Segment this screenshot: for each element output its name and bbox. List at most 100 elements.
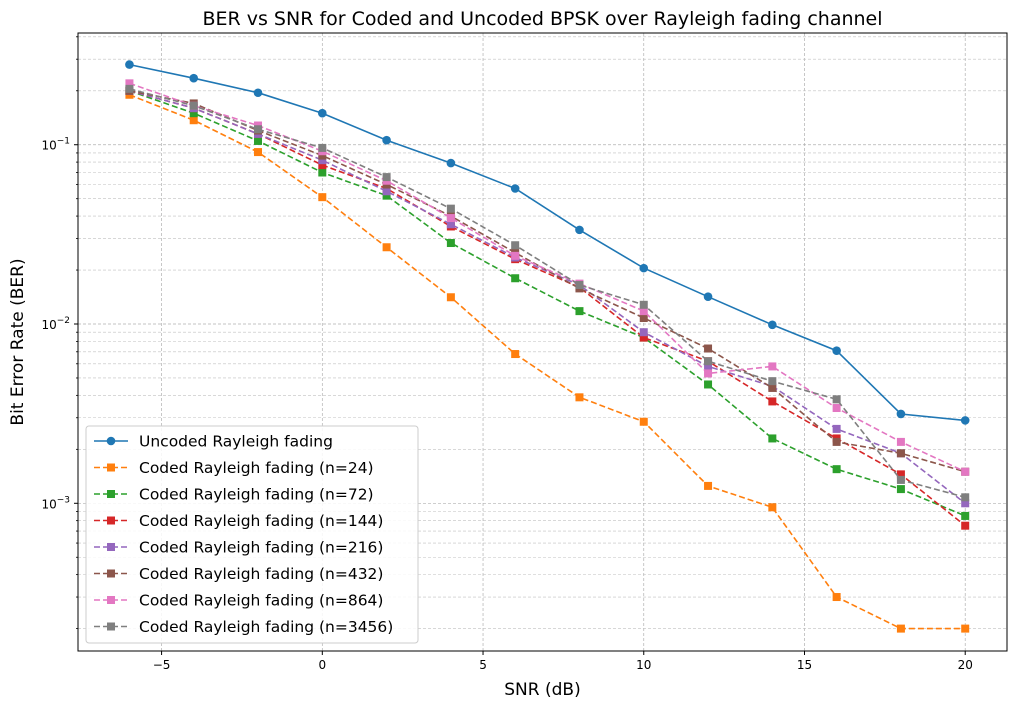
data-point	[896, 449, 905, 458]
data-point	[639, 328, 648, 337]
legend-marker	[107, 622, 115, 631]
legend-label: Coded Rayleigh fading (n=216)	[139, 539, 383, 557]
legend-marker	[107, 596, 115, 604]
y-tick-label: 10−3	[41, 495, 70, 511]
data-point	[382, 187, 391, 196]
data-point	[254, 148, 263, 157]
data-point	[703, 292, 713, 302]
data-point	[254, 125, 263, 134]
x-tick-label: 10	[636, 658, 651, 672]
data-point	[961, 624, 970, 633]
x-tick-label: 15	[797, 658, 812, 672]
legend-box	[85, 425, 419, 644]
legend-item: Coded Rayleigh fading (n=432)	[94, 565, 383, 583]
data-point	[446, 239, 455, 248]
data-point	[318, 108, 327, 118]
legend-marker	[106, 436, 116, 446]
plot-frame	[77, 32, 1008, 652]
series-line	[129, 90, 966, 517]
data-point	[382, 191, 391, 200]
data-point	[896, 470, 905, 479]
series-line	[129, 90, 966, 504]
legend-marker	[107, 516, 115, 525]
legend-item: Uncoded Rayleigh fading	[94, 433, 333, 451]
data-point	[832, 404, 841, 413]
data-point	[511, 350, 520, 359]
data-point	[511, 251, 520, 260]
data-point	[575, 307, 584, 316]
data-point	[446, 204, 455, 213]
data-point	[832, 437, 841, 446]
series-layer	[125, 60, 970, 633]
data-point	[896, 624, 905, 633]
data-point	[768, 377, 777, 386]
data-point	[253, 88, 263, 98]
data-point	[832, 465, 841, 474]
data-point	[704, 357, 713, 366]
series-line	[129, 94, 966, 630]
chart-title: BER vs SNR for Coded and Uncoded BPSK ov…	[202, 8, 882, 30]
y-tick-label: 10−1	[41, 137, 70, 153]
data-point	[768, 397, 777, 406]
data-point	[382, 173, 391, 182]
data-point	[575, 393, 584, 402]
x-tick-label: 0	[318, 658, 326, 672]
series-line	[129, 82, 966, 473]
x-tick-label: −5	[153, 658, 171, 672]
data-point	[189, 101, 198, 110]
legend-label: Coded Rayleigh fading (n=24)	[139, 459, 374, 477]
data-point	[832, 593, 841, 602]
data-point	[832, 346, 841, 355]
data-point	[704, 344, 713, 353]
x-axis-label: SNR (dB)	[504, 680, 580, 700]
data-point	[575, 225, 584, 235]
x-tick-label: 20	[958, 658, 973, 672]
series-7	[125, 84, 970, 502]
data-point	[125, 79, 134, 88]
data-point	[896, 437, 905, 446]
data-point	[832, 424, 841, 433]
series-0	[125, 60, 970, 425]
data-point	[961, 521, 970, 530]
series-line	[129, 63, 966, 422]
data-point	[318, 156, 327, 165]
data-point	[446, 220, 455, 229]
data-point	[639, 333, 648, 342]
legend-label: Coded Rayleigh fading (n=72)	[139, 486, 374, 504]
legend-item: Coded Rayleigh fading (n=24)	[94, 459, 374, 477]
legend-label: Coded Rayleigh fading (n=144)	[139, 512, 383, 530]
data-point	[511, 241, 520, 250]
data-point	[896, 475, 905, 484]
data-point	[639, 307, 648, 316]
legend-item: Coded Rayleigh fading (n=3456)	[94, 618, 393, 636]
data-point	[961, 467, 970, 476]
series-line	[129, 90, 966, 473]
legend-label: Coded Rayleigh fading (n=864)	[139, 592, 383, 610]
data-point	[318, 161, 327, 170]
legend-marker	[107, 490, 115, 498]
legend-marker	[107, 569, 115, 578]
data-point	[961, 511, 970, 520]
legend: Uncoded Rayleigh fading Coded Rayleigh fa…	[85, 425, 419, 644]
legend-label: Uncoded Rayleigh fading	[139, 433, 333, 451]
data-point	[896, 409, 906, 419]
data-point	[125, 84, 134, 93]
data-point	[189, 109, 198, 118]
data-point	[382, 135, 391, 145]
data-point	[639, 314, 648, 323]
legend-marker	[107, 543, 115, 551]
data-point	[446, 214, 455, 223]
legend-label: Coded Rayleigh fading (n=3456)	[139, 618, 393, 636]
data-point	[189, 116, 198, 125]
legend-marker	[107, 463, 115, 472]
legend-item: Coded Rayleigh fading (n=864)	[94, 592, 383, 610]
legend-item: Coded Rayleigh fading (n=72)	[94, 486, 374, 504]
data-point	[704, 481, 713, 490]
data-point	[189, 73, 199, 83]
x-tick-label: 5	[479, 658, 487, 672]
series-line	[129, 88, 966, 499]
data-point	[961, 499, 970, 508]
data-point	[318, 168, 327, 177]
y-axis-label: Bit Error Rate (BER)	[8, 258, 28, 425]
